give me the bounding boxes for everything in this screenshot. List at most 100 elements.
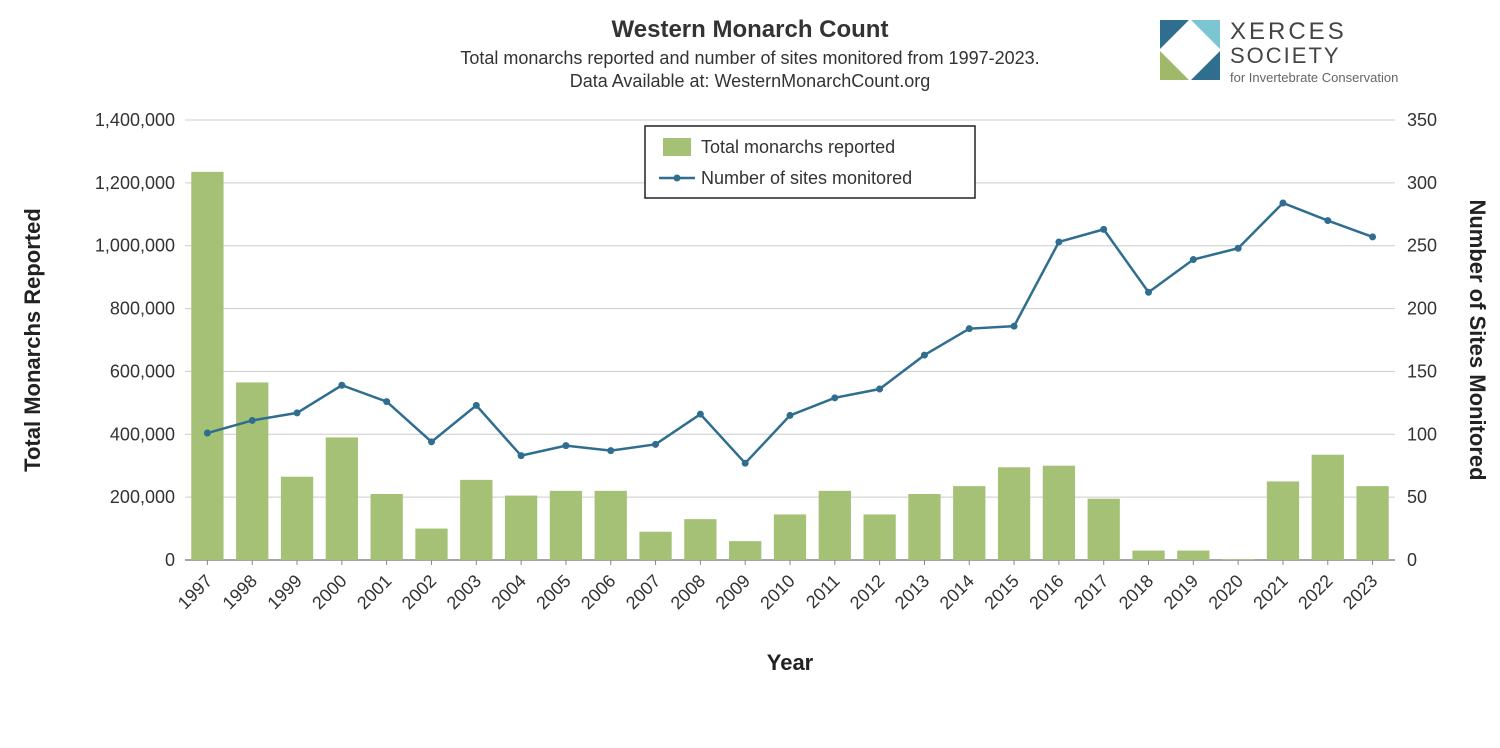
svg-text:150: 150: [1407, 361, 1437, 381]
svg-text:2014: 2014: [936, 571, 978, 613]
xerces-logo: XERCES SOCIETY for Invertebrate Conserva…: [1160, 20, 1470, 90]
bar: [1177, 551, 1209, 560]
svg-text:800,000: 800,000: [110, 299, 175, 319]
bar: [415, 529, 447, 560]
sites-point: [562, 442, 569, 449]
bar: [595, 491, 627, 560]
svg-text:2009: 2009: [712, 571, 754, 613]
sites-point: [204, 430, 211, 437]
bar: [729, 541, 761, 560]
sites-point: [787, 412, 794, 419]
bar: [1312, 455, 1344, 560]
bar: [1356, 486, 1388, 560]
svg-text:2007: 2007: [622, 571, 664, 613]
bar: [281, 477, 313, 560]
svg-text:300: 300: [1407, 173, 1437, 193]
bar: [1267, 481, 1299, 560]
svg-text:2008: 2008: [667, 571, 709, 613]
svg-text:200,000: 200,000: [110, 487, 175, 507]
chart-svg: 0200,000400,000600,000800,0001,000,0001,…: [0, 110, 1500, 740]
logo-line1: XERCES: [1230, 20, 1398, 44]
svg-text:2012: 2012: [846, 571, 888, 613]
svg-text:2017: 2017: [1070, 571, 1112, 613]
page: Western Monarch Count Total monarchs rep…: [0, 0, 1500, 748]
bar: [863, 514, 895, 560]
sites-point: [1100, 226, 1107, 233]
sites-point: [294, 409, 301, 416]
svg-text:2000: 2000: [308, 571, 350, 613]
bar: [639, 532, 671, 560]
logo-tagline: for Invertebrate Conservation: [1230, 70, 1398, 85]
bar: [1043, 466, 1075, 560]
svg-text:2023: 2023: [1339, 571, 1381, 613]
svg-text:600,000: 600,000: [110, 361, 175, 381]
bar: [236, 382, 268, 560]
chart-area: 0200,000400,000600,000800,0001,000,0001,…: [0, 110, 1500, 740]
svg-text:2002: 2002: [398, 571, 440, 613]
svg-text:1,400,000: 1,400,000: [95, 110, 175, 130]
svg-text:2003: 2003: [443, 571, 485, 613]
y-left-axis-label: Total Monarchs Reported: [20, 208, 45, 472]
sites-point: [652, 441, 659, 448]
sites-point: [338, 382, 345, 389]
svg-text:50: 50: [1407, 487, 1427, 507]
sites-point: [831, 394, 838, 401]
bar: [1222, 559, 1254, 560]
svg-text:2005: 2005: [532, 571, 574, 613]
bar: [1088, 499, 1120, 560]
svg-text:2006: 2006: [577, 571, 619, 613]
bar: [505, 496, 537, 560]
svg-text:2022: 2022: [1294, 571, 1336, 613]
sites-point: [1324, 217, 1331, 224]
svg-text:2016: 2016: [1025, 571, 1067, 613]
svg-text:100: 100: [1407, 424, 1437, 444]
logo-line2: SOCIETY: [1230, 44, 1398, 68]
svg-text:2001: 2001: [353, 571, 395, 613]
bar: [550, 491, 582, 560]
sites-point: [1235, 245, 1242, 252]
sites-point: [1190, 256, 1197, 263]
svg-text:2010: 2010: [756, 571, 798, 613]
svg-text:2019: 2019: [1160, 571, 1202, 613]
bar: [998, 467, 1030, 560]
svg-text:0: 0: [1407, 550, 1417, 570]
sites-point: [966, 325, 973, 332]
sites-point: [383, 398, 390, 405]
logo-mark-icon: [1160, 20, 1220, 80]
sites-point: [1011, 323, 1018, 330]
svg-text:2015: 2015: [980, 571, 1022, 613]
sites-point: [473, 402, 480, 409]
svg-text:1,000,000: 1,000,000: [95, 236, 175, 256]
legend: Total monarchs reportedNumber of sites m…: [645, 126, 975, 198]
sites-line: [207, 203, 1372, 463]
svg-text:2018: 2018: [1115, 571, 1157, 613]
logo-text: XERCES SOCIETY for Invertebrate Conserva…: [1230, 20, 1398, 85]
sites-point: [921, 352, 928, 359]
svg-text:2020: 2020: [1205, 571, 1247, 613]
sites-point: [1145, 289, 1152, 296]
bar: [684, 519, 716, 560]
svg-text:0: 0: [165, 550, 175, 570]
bar: [953, 486, 985, 560]
sites-point: [742, 460, 749, 467]
bar: [191, 172, 223, 560]
x-axis-label: Year: [767, 650, 814, 675]
svg-text:1999: 1999: [263, 571, 305, 613]
legend-line-label: Number of sites monitored: [701, 168, 912, 188]
svg-text:1997: 1997: [174, 571, 216, 613]
svg-text:2021: 2021: [1249, 571, 1291, 613]
sites-point: [428, 438, 435, 445]
sites-point: [1369, 233, 1376, 240]
sites-point: [1279, 199, 1286, 206]
svg-text:1,200,000: 1,200,000: [95, 173, 175, 193]
bar: [1132, 551, 1164, 560]
sites-point: [249, 417, 256, 424]
sites-point: [607, 447, 614, 454]
svg-text:2013: 2013: [891, 571, 933, 613]
bar: [326, 437, 358, 560]
sites-point: [1055, 238, 1062, 245]
bar: [774, 514, 806, 560]
sites-point: [697, 411, 704, 418]
bar: [460, 480, 492, 560]
svg-text:350: 350: [1407, 110, 1437, 130]
